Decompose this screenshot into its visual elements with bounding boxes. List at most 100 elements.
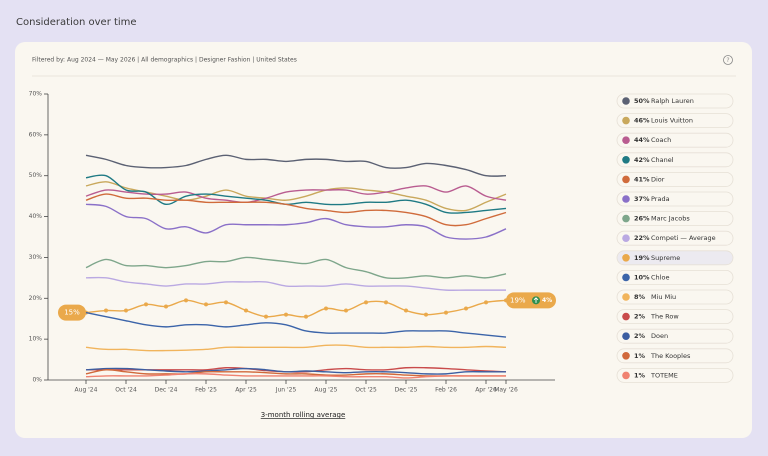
x-tick-label: Apr '26 [475, 387, 497, 394]
legend-name: Marc Jacobs [651, 215, 690, 223]
end-bubble [506, 292, 556, 309]
series-line [85, 256, 507, 280]
legend-swatch [622, 116, 630, 125]
series-line [85, 311, 507, 338]
x-tick-label: Oct '25 [355, 387, 377, 394]
y-tick-label: 20% [29, 295, 43, 302]
legend-swatch [622, 332, 630, 341]
legend-item[interactable] [616, 328, 734, 344]
legend-name: Dior [651, 175, 665, 183]
legend-swatch [622, 175, 630, 184]
point [144, 302, 148, 307]
x-tick-label: Dec '24 [155, 387, 178, 394]
legend-name: Chloe [651, 273, 669, 281]
x-tick-label: Aug '24 [75, 387, 98, 394]
legend-name: Ralph Lauren [651, 97, 694, 105]
legend-value: 46% [634, 117, 650, 125]
rolling-average-link[interactable]: 3-month rolling average [261, 411, 346, 419]
legend-item[interactable] [616, 171, 734, 187]
legend-item[interactable] [616, 132, 734, 148]
legend-value: 19% [634, 254, 650, 262]
legend-item[interactable] [616, 269, 734, 285]
legend-swatch [622, 312, 630, 321]
start-bubble [58, 304, 86, 321]
legend-value: 41% [634, 175, 650, 183]
point [104, 308, 108, 313]
legend-item[interactable] [616, 309, 734, 325]
point [164, 304, 168, 309]
x-tick-label: Apr '25 [235, 387, 257, 394]
y-tick-label: 50% [29, 172, 43, 179]
end-label: 19% [510, 296, 526, 304]
legend-value: 26% [634, 215, 650, 223]
x-tick-label: Aug '25 [315, 387, 338, 394]
series-line [85, 299, 507, 318]
legend-name: Competi — Average [651, 234, 716, 242]
point [364, 300, 368, 305]
legend-value: 22% [634, 234, 650, 242]
legend-item[interactable] [616, 348, 734, 364]
legend-item[interactable] [616, 250, 734, 266]
legend-name: The Kooples [650, 352, 691, 360]
filter-text: Filtered by: Aug 2024 — May 2026 | All d… [32, 57, 297, 64]
point [124, 308, 128, 313]
help-icon[interactable] [723, 55, 733, 65]
legend-value: 44% [634, 136, 650, 144]
legend-name: Miu Miu [651, 293, 676, 301]
x-tick-label: Dec '25 [395, 387, 418, 394]
legend-swatch [622, 352, 630, 360]
legend-name: Prada [651, 195, 670, 203]
legend-item[interactable] [616, 367, 734, 383]
legend-name: Doen [651, 332, 668, 340]
legend-item[interactable] [616, 152, 734, 168]
legend-value: 10% [634, 273, 650, 281]
page-title: Consideration over time [16, 17, 137, 28]
point [404, 308, 408, 313]
y-tick-label: 70% [29, 91, 43, 98]
point [304, 314, 308, 319]
x-tick-label: Feb '25 [195, 387, 217, 394]
legend-swatch [622, 371, 630, 380]
legend-item[interactable] [616, 289, 734, 305]
legend-swatch [622, 253, 630, 262]
legend-value: 50% [634, 97, 650, 105]
point [324, 306, 328, 311]
x-tick-label: Jun '25 [275, 387, 297, 394]
legend-swatch [622, 156, 630, 164]
legend-name: Supreme [651, 254, 680, 262]
point [384, 300, 388, 305]
point [344, 308, 348, 313]
series-line [85, 193, 507, 227]
legend-value: 1% [634, 371, 646, 379]
point [484, 300, 488, 305]
legend-item[interactable] [616, 113, 734, 128]
legend-value: 8% [634, 293, 646, 301]
legend-value: 2% [634, 332, 646, 340]
legend-name: Louis Vuitton [651, 117, 693, 125]
series-line [85, 203, 507, 240]
legend-item[interactable] [616, 230, 734, 246]
legend-item[interactable] [616, 191, 734, 207]
legend-name: TOTEME [650, 371, 678, 379]
card [15, 42, 752, 438]
legend-item[interactable] [616, 93, 734, 109]
legend-swatch [622, 273, 630, 282]
legend-item[interactable] [616, 211, 734, 227]
help-glyph: ? [726, 57, 729, 64]
series-line [85, 185, 507, 204]
legend-swatch [622, 97, 630, 105]
series-line [85, 373, 506, 379]
x-tick-label: May '26 [494, 387, 518, 394]
start-label: 15% [64, 309, 80, 317]
legend-swatch [622, 195, 630, 203]
legend-swatch [622, 214, 630, 223]
legend-value: 42% [634, 156, 650, 164]
point [184, 298, 188, 303]
series-line [85, 367, 506, 375]
point [244, 308, 248, 313]
series-line [85, 276, 506, 291]
change-label: 4% [542, 297, 552, 304]
series-line [85, 344, 507, 352]
legend-name: Coach [651, 136, 671, 144]
